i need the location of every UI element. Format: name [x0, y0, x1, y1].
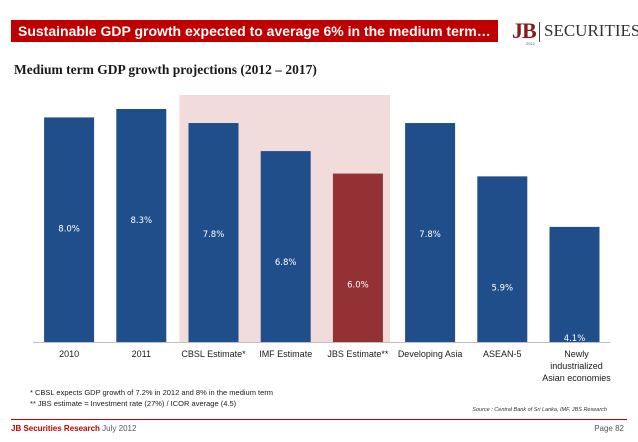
bar-value-label-4: 6.0%	[347, 281, 369, 291]
bar-value-label-1: 8.3%	[130, 216, 152, 226]
bar-value-label-7: 4.1%	[564, 334, 586, 344]
chart-subtitle: Medium term GDP growth projections (2012…	[14, 62, 317, 77]
bar-0	[44, 117, 95, 342]
footnote-jbs: ** JBS estimate = Investment rate (27%) …	[30, 399, 237, 408]
bar-1	[116, 109, 167, 342]
footer-divider	[11, 419, 627, 420]
page-number: Page 82	[594, 424, 624, 433]
logo-jb-mark: JB	[512, 18, 537, 43]
logo-year: 2012	[526, 41, 535, 46]
footer-brand-line: JB Securities Research July 2012	[11, 424, 136, 433]
category-label-7-line-0: Newly	[564, 349, 589, 359]
bar-value-label-0: 8.0%	[58, 224, 80, 234]
category-label-3: IMF Estimate	[259, 349, 312, 359]
category-label-4: JBS Estimate**	[327, 349, 389, 359]
source-note: Source : Central Bank of Sri Lanka, IMF,…	[472, 407, 607, 413]
bar-4	[332, 173, 383, 342]
slide-title: Sustainable GDP growth expected to avera…	[18, 23, 491, 39]
footer-brand: JB Securities Research	[11, 424, 100, 433]
category-label-5: Developing Asia	[398, 349, 463, 359]
logo-divider	[539, 22, 540, 42]
bar-2	[188, 123, 239, 342]
category-label-7-line-1: industrialized	[550, 361, 603, 371]
footer-date: July 2012	[102, 424, 137, 433]
bar-5	[405, 123, 456, 342]
bar-value-label-5: 7.8%	[419, 230, 441, 240]
category-label-7-line-2: Asian economies	[542, 373, 611, 383]
category-label-0: 2010	[59, 349, 79, 359]
bar-3	[260, 151, 311, 342]
logo-securities-text: SECURITIES	[544, 21, 638, 40]
category-label-2: CBSL Estimate*	[181, 349, 246, 359]
footnote-cbsl: * CBSL expects GDP growth of 7.2% in 201…	[30, 388, 274, 397]
bar-value-label-3: 6.8%	[275, 258, 297, 268]
category-label-1: 2011	[132, 349, 151, 359]
category-label-6: ASEAN-5	[483, 349, 522, 359]
bar-6	[477, 176, 528, 342]
bar-value-label-6: 5.9%	[491, 283, 513, 293]
bar-7	[549, 226, 600, 342]
bar-value-label-2: 7.8%	[203, 230, 225, 240]
title-bar: Sustainable GDP growth expected to avera…	[11, 20, 498, 42]
jb-securities-logo: JB SECURITIES 2012	[512, 18, 638, 46]
